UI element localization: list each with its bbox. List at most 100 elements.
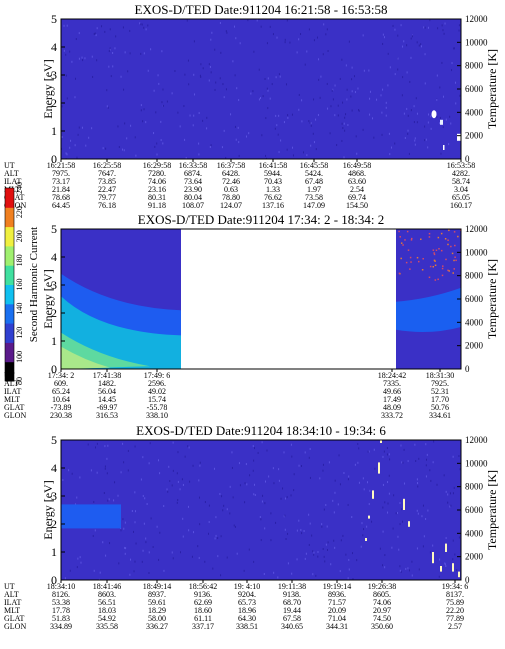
- heatmap-noise: [93, 32, 95, 35]
- heatmap-noise: [130, 558, 132, 561]
- heatmap-noise: [134, 136, 136, 139]
- heatmap-noise: [331, 89, 333, 92]
- heatmap-noise: [413, 105, 415, 108]
- heatmap-noise: [147, 69, 149, 72]
- ephemeris-cell: 49.66: [383, 387, 401, 396]
- heatmap-noise: [401, 94, 403, 97]
- heatmap-noise: [265, 154, 267, 157]
- y-tick-label: 2: [51, 306, 57, 320]
- heatmap-noise: [427, 146, 429, 149]
- ephemeris-cell: 16:25:58: [93, 161, 121, 170]
- heatmap-noise: [430, 479, 432, 482]
- heatmap-streak: [378, 462, 380, 474]
- heatmap-noise: [127, 469, 129, 472]
- heatmap-noise: [263, 572, 265, 575]
- heatmap-noise: [388, 492, 390, 495]
- heatmap-noise: [344, 116, 346, 119]
- heatmap-noise: [291, 113, 293, 116]
- heatmap-noise: [103, 491, 105, 494]
- ephemeris-cell: 336.27: [146, 622, 168, 631]
- y-tick-label: 3: [51, 489, 57, 503]
- heatmap-noise: [367, 481, 369, 484]
- ephemeris-cell: 18:31:30: [426, 371, 454, 380]
- ephemeris-cell: 16:29:58: [143, 161, 171, 170]
- colorbar-tick-label: 160: [15, 279, 24, 291]
- colorbar-swatch: [5, 284, 14, 305]
- heatmap-noise: [257, 451, 259, 454]
- heatmap-noise: [284, 528, 286, 531]
- ephemeris-cell: 4868.: [348, 169, 366, 178]
- heatmap-noise: [430, 127, 432, 130]
- heatmap-noise: [427, 26, 429, 29]
- heatmap-noise: [78, 126, 80, 129]
- heatmap-noise: [123, 149, 125, 152]
- heatmap-speckle: [433, 252, 435, 254]
- heatmap-noise: [400, 444, 402, 447]
- heatmap-noise: [324, 560, 326, 563]
- heatmap-noise: [454, 553, 456, 556]
- heatmap-noise: [309, 522, 311, 525]
- y-tick-label: 0: [51, 152, 57, 166]
- heatmap-noise: [382, 33, 384, 36]
- heatmap-noise: [147, 24, 149, 27]
- heatmap-noise: [319, 96, 321, 99]
- heatmap-noise: [79, 476, 81, 479]
- heatmap-noise: [215, 534, 217, 537]
- heatmap-noise: [104, 467, 106, 470]
- heatmap-noise: [107, 499, 109, 502]
- heatmap-noise: [264, 480, 266, 483]
- heatmap-noise: [93, 500, 95, 503]
- y2-tick-label: 4000: [465, 317, 484, 327]
- heatmap-noise: [334, 491, 336, 494]
- heatmap-noise: [385, 101, 387, 104]
- heatmap-area: [61, 19, 461, 159]
- colorbar-tick-label: 220: [15, 206, 24, 218]
- heatmap-noise: [394, 28, 396, 31]
- heatmap-noise: [433, 440, 435, 443]
- heatmap-speckle: [442, 265, 444, 267]
- ephemeris-cell: 62.69: [194, 598, 212, 607]
- heatmap-noise: [94, 446, 96, 449]
- colorbar-tick-label: 200: [15, 230, 24, 242]
- heatmap-noise: [261, 441, 263, 444]
- ephemeris-cell: 18:41:46: [93, 582, 121, 591]
- heatmap-noise: [388, 474, 390, 477]
- heatmap-noise: [380, 94, 382, 97]
- heatmap-noise: [360, 545, 362, 548]
- heatmap-noise: [322, 53, 324, 56]
- heatmap-noise: [312, 573, 314, 576]
- heatmap-noise: [348, 40, 350, 43]
- ephemeris-cell: 18.60: [194, 606, 212, 615]
- heatmap-noise: [368, 450, 370, 453]
- heatmap-noise: [219, 22, 221, 25]
- heatmap-noise: [127, 449, 129, 452]
- heatmap-noise: [91, 127, 93, 130]
- panel-title: EXOS-D/TED Date:911204 17:34: 2 - 18:34:…: [138, 212, 385, 227]
- heatmap-noise: [217, 537, 219, 540]
- heatmap-noise: [309, 447, 311, 450]
- heatmap-noise: [393, 494, 395, 497]
- y-axis-label: Energy [eV]: [41, 269, 55, 328]
- heatmap-speckle: [404, 239, 406, 241]
- heatmap-noise: [415, 97, 417, 100]
- heatmap-noise: [330, 563, 332, 566]
- ephemeris-cell: 16:21:58: [47, 161, 75, 170]
- heatmap-noise: [343, 156, 345, 159]
- heatmap-noise: [300, 33, 302, 36]
- heatmap-noise: [145, 28, 147, 31]
- heatmap-noise: [407, 114, 409, 117]
- heatmap-band: [61, 273, 461, 369]
- ephemeris-cell: 8937.: [148, 590, 166, 599]
- heatmap-noise: [407, 129, 409, 132]
- colorbar-swatch: [5, 323, 14, 343]
- heatmap-noise: [133, 530, 135, 533]
- heatmap-streak: [380, 440, 382, 443]
- y2-axis-label: Temperature [K]: [485, 259, 499, 339]
- heatmap-noise: [245, 463, 247, 466]
- heatmap-speckle: [447, 243, 449, 246]
- y-tick-label: 1: [51, 545, 57, 559]
- heatmap-noise: [276, 124, 278, 127]
- colorbar-swatch: [5, 265, 14, 285]
- heatmap-noise: [192, 464, 194, 467]
- heatmap-speckle: [441, 267, 444, 270]
